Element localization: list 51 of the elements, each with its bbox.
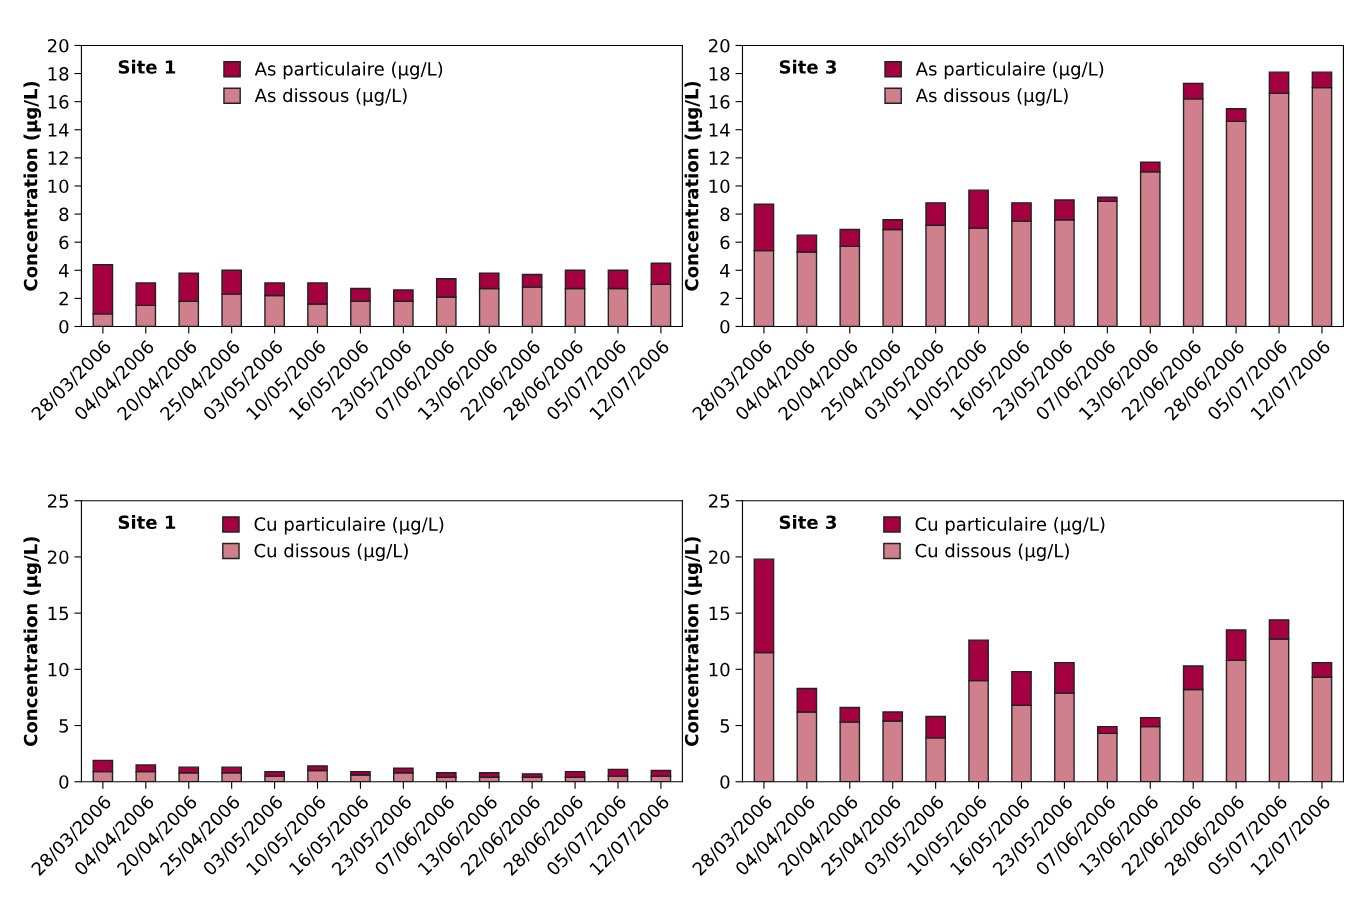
legend-label: Cu dissous (µg/L) (915, 543, 1069, 561)
y-tick-label: 0 (59, 775, 69, 789)
annotation: Site 3 (779, 515, 837, 530)
y-tick-label: 6 (59, 235, 69, 250)
y-tick-label: 0 (720, 319, 730, 334)
y-tick-label: 10 (709, 662, 730, 677)
y-tick-label: 8 (720, 207, 730, 222)
legend-label: Cu particulaire (µg/L) (254, 516, 444, 535)
y-tick-label: 15 (709, 606, 730, 621)
y-tick-label: 10 (48, 179, 69, 194)
y-tick-label: 14 (709, 123, 730, 137)
bar (1096, 200, 1118, 327)
annotation: Site 3 (779, 59, 837, 74)
y-tick-label: 8 (59, 207, 69, 222)
y-axis-title: Concentration (µg/L) (684, 81, 703, 291)
y-tick-label: 12 (709, 151, 729, 165)
y-tick-label: 10 (709, 179, 730, 194)
legend-label: As particulaire (µg/L) (915, 61, 1104, 80)
y-axis-title: Concentration (µg/L) (23, 537, 42, 746)
y-tick-label: 18 (48, 67, 69, 81)
annotation: Site 1 (118, 515, 176, 530)
y-tick-label: 14 (48, 123, 69, 137)
y-tick-label: 4 (720, 263, 730, 278)
y-tick-label: 2 (720, 291, 729, 306)
y-axis-title: Concentration (µg/L) (23, 81, 42, 291)
y-tick-label: 0 (720, 775, 730, 789)
annotation: Site 1 (118, 59, 176, 74)
y-tick-label: 20 (709, 550, 730, 565)
legend-label: As particulaire (µg/L) (254, 61, 443, 80)
y-tick-label: 20 (47, 550, 69, 565)
legend-label: Cu dissous (µg/L) (254, 543, 408, 561)
y-tick-label: 5 (59, 719, 69, 733)
legend-label: As dissous (µg/L) (915, 88, 1068, 106)
y-tick-label: 25 (47, 494, 69, 508)
legend-label: Cu particulaire (µg/L) (915, 516, 1105, 535)
y-tick-label: 16 (48, 95, 69, 109)
y-tick-label: 18 (709, 67, 730, 81)
legend-label: As dissous (µg/L) (254, 88, 407, 106)
y-tick-label: 0 (59, 319, 69, 334)
y-tick-label: 25 (709, 494, 730, 508)
y-tick-label: 4 (59, 263, 69, 278)
y-tick-label: 2 (59, 291, 68, 306)
y-tick-label: 16 (709, 95, 730, 109)
y-tick-label: 15 (48, 606, 69, 621)
y-tick-label: 20 (709, 38, 730, 53)
y-tick-label: 10 (48, 662, 69, 677)
y-tick-label: 5 (720, 719, 730, 733)
y-axis-title: Concentration (µg/L) (684, 537, 703, 746)
y-tick-label: 12 (48, 151, 68, 165)
y-tick-label: 20 (47, 38, 69, 53)
y-tick-label: 6 (720, 235, 730, 250)
